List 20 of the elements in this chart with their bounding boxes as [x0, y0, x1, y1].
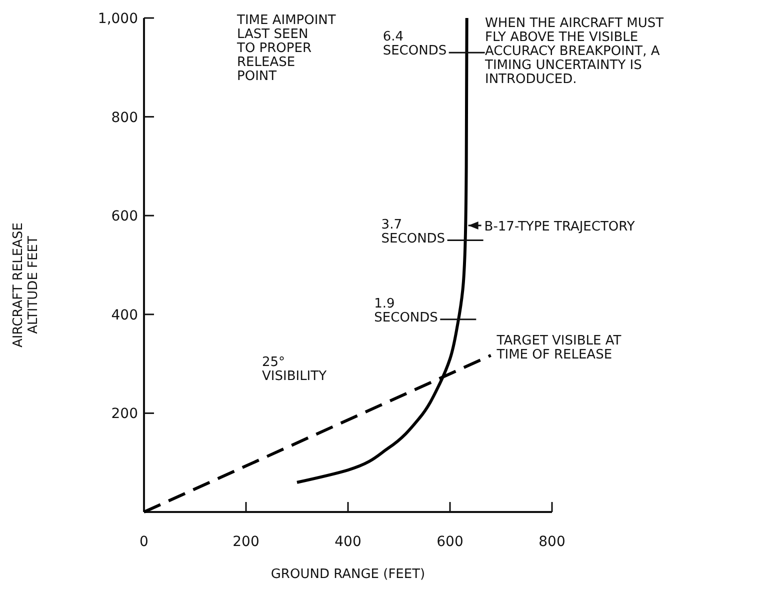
- x-tick-label: 800: [538, 534, 566, 550]
- y-tick-label: 800: [111, 110, 138, 126]
- x-tick-label: 0: [140, 534, 148, 550]
- y-tick-label: 600: [111, 208, 138, 225]
- y-axis-title: AIRCRAFT RELEASE ALTITUDE FEET: [11, 222, 41, 348]
- y-tick-label: 400: [111, 307, 138, 324]
- annotation: 1.9 SECONDS: [374, 296, 438, 326]
- x-tick-label: 400: [334, 534, 362, 550]
- annotation: B-17-TYPE TRAJECTORY: [484, 219, 635, 234]
- y-tick-label: 1,000: [98, 11, 138, 27]
- annotation: 6.4 SECONDS: [382, 30, 447, 59]
- x-axis-title: GROUND RANGE (FEET): [270, 567, 426, 582]
- annotation: TIME AIMPOINT LAST SEEN TO PROPER RELEASE POINT: [236, 13, 336, 84]
- x-tick-label: 600: [436, 534, 464, 550]
- annotation: 25° VISIBILITY: [262, 355, 327, 384]
- annotation: TARGET VISIBLE AT TIME OF RELEASE: [496, 333, 622, 362]
- annotation: WHEN THE AIRCRAFT MUST FLY ABOVE THE VISIBLE ACCURACY BREAKPOINT, A TIMING UNCERTAINTY IS INTRODUCED.: [484, 16, 664, 87]
- annotation: 3.7 SECONDS: [381, 217, 446, 246]
- x-tick-label: 200: [232, 534, 260, 550]
- y-tick-label: 200: [111, 406, 138, 422]
